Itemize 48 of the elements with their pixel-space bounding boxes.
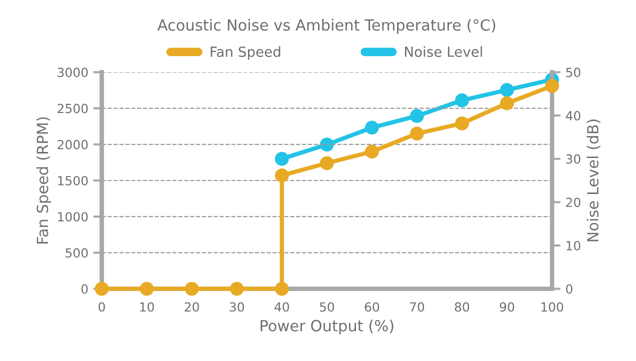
x-tick-label: 80 xyxy=(454,302,470,312)
y2-tick-label: 0 xyxy=(566,284,572,294)
y2-tick-label: 30 xyxy=(566,154,580,164)
legend-label: Noise Level xyxy=(405,46,482,58)
y2-tick-label: 40 xyxy=(566,110,580,120)
point xyxy=(500,96,514,110)
point xyxy=(545,78,559,93)
y2-tick-label: 50 xyxy=(566,68,580,78)
x-tick-label: 30 xyxy=(230,302,244,312)
point xyxy=(274,168,289,182)
y-axis-title: Fan Speed (RPM) xyxy=(36,117,52,244)
y-tick-label: 3000 xyxy=(58,68,88,78)
point xyxy=(274,282,289,296)
y-tick-label: 500 xyxy=(66,248,88,258)
x-axis-title: Power Output (%) xyxy=(260,320,394,334)
point xyxy=(94,282,109,296)
point xyxy=(184,282,199,296)
point xyxy=(410,109,424,123)
point xyxy=(364,120,379,135)
y-tick-label: 1000 xyxy=(58,212,88,222)
point xyxy=(500,83,514,97)
legend-label: Fan Speed xyxy=(210,46,280,60)
x-tick-label: 60 xyxy=(364,302,380,312)
point xyxy=(140,282,154,296)
point xyxy=(320,138,334,152)
y-tick-label: 1500 xyxy=(58,176,88,186)
x-tick-label: 90 xyxy=(500,302,514,312)
x-tick-label: 20 xyxy=(184,302,199,312)
x-tick-label: 50 xyxy=(320,302,334,312)
x-tick-label: 10 xyxy=(140,302,154,312)
x-tick-label: 0 xyxy=(98,302,105,312)
y2-axis-title: Noise Level (dB) xyxy=(586,120,600,242)
y-tick-label: 2500 xyxy=(58,104,88,114)
y-tick-label: 0 xyxy=(81,284,88,294)
y-tick-label: 2000 xyxy=(58,140,88,150)
point xyxy=(274,152,289,166)
point xyxy=(410,126,424,141)
point xyxy=(230,282,244,296)
y2-tick-label: 10 xyxy=(566,240,580,250)
point xyxy=(320,156,334,170)
point xyxy=(364,144,379,159)
x-tick-label: 100 xyxy=(541,302,564,312)
y2-tick-label: 20 xyxy=(566,198,580,208)
x-tick-label: 70 xyxy=(410,302,424,312)
x-tick-label: 40 xyxy=(274,302,289,312)
point xyxy=(455,116,469,130)
point xyxy=(455,93,469,108)
chart-title: Acoustic Noise vs Ambient Temperature (°C) xyxy=(157,18,496,34)
